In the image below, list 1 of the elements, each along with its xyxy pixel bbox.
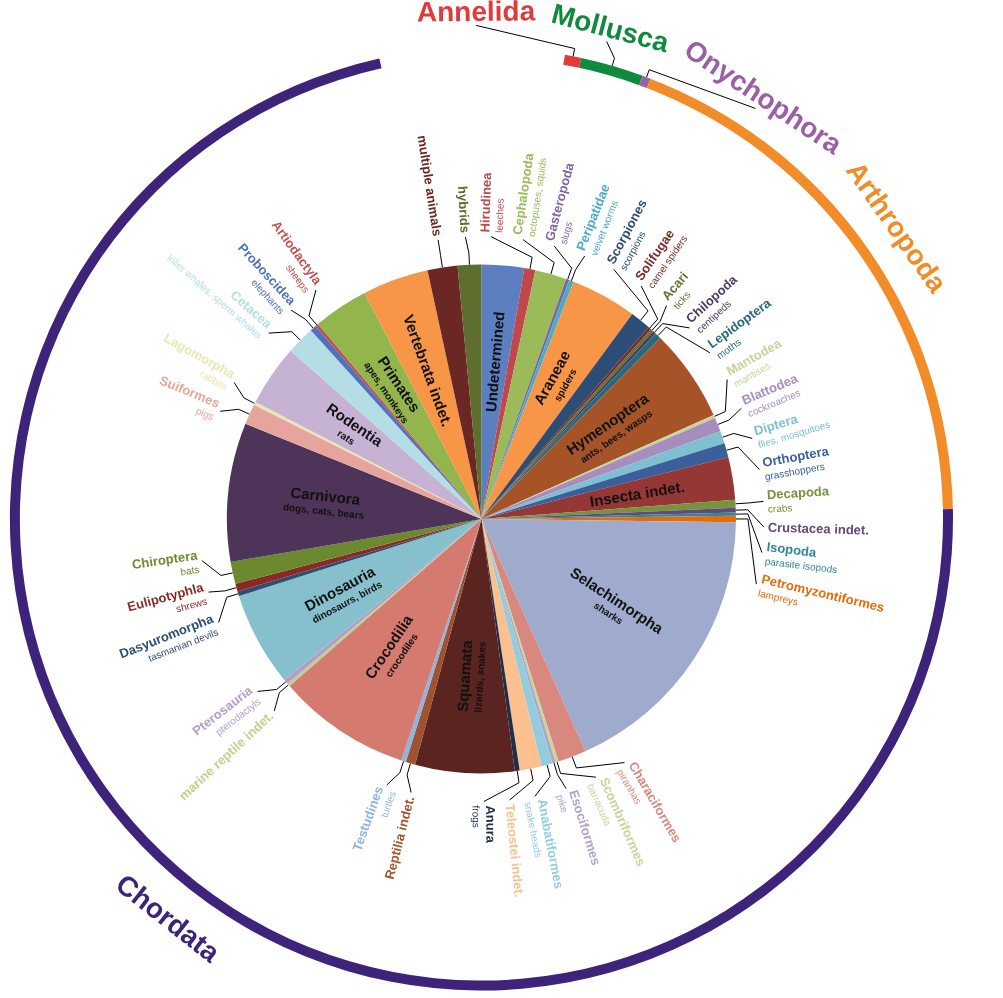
slice-label: Annelida <box>416 0 536 28</box>
